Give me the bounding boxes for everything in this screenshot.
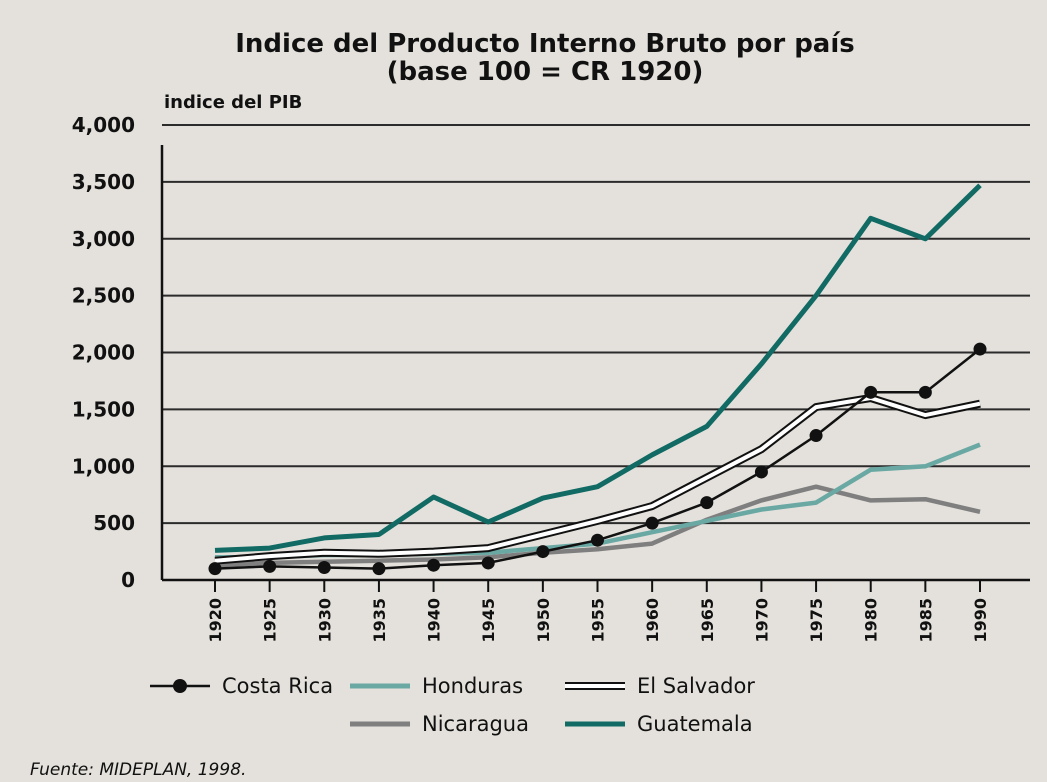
- y-tick-label-2000: 2,000: [72, 341, 135, 365]
- legend-label-honduras: Honduras: [422, 674, 523, 698]
- x-tick-label-1940: 1940: [425, 598, 444, 643]
- y-tick-labels: 4,000 3,500 3,000 2,500 2,000 1,500 1,000 500 0: [72, 113, 135, 592]
- point-costa-rica-1945: [481, 556, 495, 570]
- y-tick-label-1000: 1,000: [72, 454, 135, 478]
- point-costa-rica-1985: [918, 385, 932, 399]
- gridlines: [162, 124, 1030, 525]
- legend-item-costa-rica: Costa Rica: [150, 674, 333, 698]
- series-line-guatemala: [214, 183, 982, 553]
- point-costa-rica-1920: [208, 562, 222, 576]
- axes: [160, 145, 1030, 582]
- point-costa-rica-1975: [809, 429, 823, 443]
- point-costa-rica-1965: [700, 496, 714, 510]
- x-tick-label-1975: 1975: [807, 598, 826, 643]
- legend-marker-costa-rica: [173, 679, 187, 693]
- legend-label-el-salvador: El Salvador: [637, 674, 755, 698]
- y-tick-label-500: 500: [93, 511, 135, 535]
- x-tick-label-1945: 1945: [479, 598, 498, 643]
- x-tick-label-1990: 1990: [971, 598, 990, 643]
- chart-title-line1: Indice del Producto Interno Bruto por pa…: [235, 29, 855, 59]
- legend-label-nicaragua: Nicaragua: [422, 712, 529, 736]
- point-costa-rica-1925: [263, 559, 277, 573]
- y-tick-label-2500: 2,500: [72, 284, 135, 308]
- point-costa-rica-1990: [973, 342, 987, 356]
- x-tick-labels: 1920 1925 1930 1935 1940 1945 1950 1955 1960 1965…: [206, 580, 990, 643]
- legend-item-guatemala: Guatemala: [565, 712, 753, 736]
- x-tick-label-1935: 1935: [370, 598, 389, 643]
- x-tick-label-1985: 1985: [916, 598, 935, 643]
- series-costa-rica: [208, 342, 987, 576]
- legend-label-guatemala: Guatemala: [637, 712, 753, 736]
- series-line-el-salvador: [214, 396, 981, 563]
- point-costa-rica-1980: [864, 385, 878, 399]
- legend-item-el-salvador: El Salvador: [565, 674, 755, 698]
- series-guatemala: [214, 183, 982, 553]
- y-tick-label-1500: 1,500: [72, 397, 135, 421]
- point-costa-rica-1940: [427, 558, 441, 572]
- legend-item-nicaragua: Nicaragua: [350, 712, 529, 736]
- x-tick-label-1965: 1965: [698, 598, 717, 643]
- x-tick-label-1925: 1925: [261, 598, 280, 643]
- x-tick-label-1920: 1920: [206, 598, 225, 643]
- point-costa-rica-1930: [317, 560, 331, 574]
- series-lines: [208, 183, 987, 576]
- source-note: Fuente: MIDEPLAN, 1998.: [30, 760, 246, 780]
- y-tick-label-3000: 3,000: [72, 227, 135, 251]
- point-costa-rica-1970: [754, 465, 768, 479]
- legend: Costa Rica Honduras El Salvador Nicaragua Gu…: [150, 674, 755, 736]
- x-tick-label-1955: 1955: [589, 598, 608, 643]
- x-tick-label-1950: 1950: [534, 598, 553, 643]
- x-tick-label-1970: 1970: [752, 598, 771, 643]
- y-tick-label-4000: 4,000: [72, 113, 135, 137]
- x-tick-label-1960: 1960: [643, 598, 662, 643]
- chart-title: Indice del Producto Interno Bruto por pa…: [235, 29, 855, 87]
- legend-item-honduras: Honduras: [350, 674, 523, 698]
- point-costa-rica-1955: [591, 533, 604, 547]
- chart-subtitle: (base 100 = CR 1920): [387, 57, 704, 87]
- series-line-nicaragua: [214, 484, 981, 568]
- x-tick-label-1930: 1930: [315, 598, 334, 643]
- legend-label-costa-rica: Costa Rica: [222, 674, 333, 698]
- point-costa-rica-1950: [536, 545, 550, 559]
- series-nicaragua: [214, 484, 981, 568]
- y-axis-label: indice del PIB: [164, 92, 302, 113]
- y-tick-label-3500: 3,500: [72, 170, 135, 194]
- series-el-salvador: [214, 394, 981, 565]
- x-tick-label-1980: 1980: [862, 598, 881, 643]
- point-costa-rica-1935: [372, 562, 386, 576]
- y-tick-label-0: 0: [121, 568, 135, 592]
- point-costa-rica-1960: [645, 516, 659, 530]
